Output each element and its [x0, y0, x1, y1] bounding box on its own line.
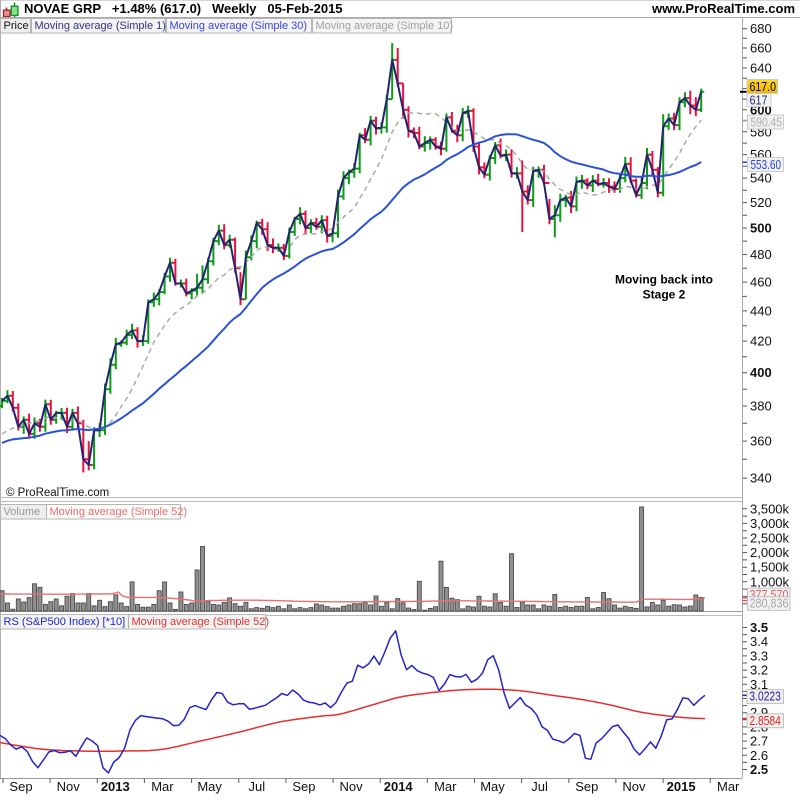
svg-text:Moving average (Simple 1): Moving average (Simple 1)	[35, 20, 166, 32]
svg-text:Moving average (Simple 52): Moving average (Simple 52)	[50, 506, 188, 518]
svg-text:2,500k: 2,500k	[750, 531, 790, 546]
svg-text:Jul: Jul	[531, 779, 548, 794]
svg-text:380: 380	[750, 399, 772, 414]
svg-text:Moving average (Simple 10): Moving average (Simple 10)	[316, 20, 454, 32]
svg-text:Nov: Nov	[57, 779, 81, 794]
svg-text:NOVAE GRP +1.48% (617.0) W: NOVAE GRP +1.48% (617.0) Weekly 05-Feb-2…	[24, 1, 343, 16]
svg-text:640: 640	[750, 61, 772, 76]
svg-text:280,836: 280,836	[750, 596, 789, 611]
svg-text:553.60: 553.60	[751, 157, 782, 172]
svg-text:3.5: 3.5	[750, 620, 768, 635]
svg-text:2.8584: 2.8584	[749, 713, 781, 728]
svg-text:1,500k: 1,500k	[750, 560, 790, 575]
svg-text:2.6: 2.6	[750, 748, 768, 763]
svg-text:500: 500	[750, 221, 772, 236]
svg-text:480: 480	[750, 247, 772, 262]
svg-text:660: 660	[750, 41, 772, 56]
svg-text:520: 520	[750, 195, 772, 210]
svg-text:590.45: 590.45	[751, 114, 783, 129]
svg-text:400: 400	[750, 365, 772, 380]
svg-text:3.2: 3.2	[750, 663, 768, 678]
svg-text:2015: 2015	[667, 779, 696, 794]
svg-text:3.1: 3.1	[750, 677, 768, 692]
svg-text:617: 617	[750, 92, 768, 107]
svg-text:Nov: Nov	[622, 779, 646, 794]
svg-text:2,000k: 2,000k	[750, 545, 790, 560]
svg-text:© ProRealTime.com: © ProRealTime.com	[6, 487, 109, 499]
svg-text:1,000k: 1,000k	[750, 574, 790, 589]
svg-text:440: 440	[750, 303, 772, 318]
svg-text:Jul: Jul	[248, 779, 265, 794]
svg-text:Moving average (Simple 52): Moving average (Simple 52)	[132, 616, 270, 628]
svg-text:Mar: Mar	[434, 779, 457, 794]
svg-text:May: May	[197, 779, 222, 794]
svg-text:3.4: 3.4	[750, 634, 768, 649]
svg-text:Mar: Mar	[717, 779, 740, 794]
svg-text:Nov: Nov	[340, 779, 364, 794]
svg-text:Moving back into: Moving back into	[615, 273, 713, 287]
svg-text:Sep: Sep	[292, 779, 315, 794]
svg-text:Sep: Sep	[9, 779, 32, 794]
svg-text:RS (S&P500 Index) [*10]: RS (S&P500 Index) [*10]	[4, 616, 126, 628]
svg-text:3.0223: 3.0223	[749, 689, 781, 704]
svg-text:Mar: Mar	[151, 779, 174, 794]
svg-text:340: 340	[750, 471, 772, 486]
svg-text:680: 680	[750, 21, 772, 36]
svg-text:617.0: 617.0	[750, 79, 777, 94]
svg-text:www.ProRealTime.com: www.ProRealTime.com	[651, 1, 795, 16]
svg-text:Volume: Volume	[4, 506, 41, 518]
svg-text:460: 460	[750, 275, 772, 290]
svg-text:Sep: Sep	[575, 779, 598, 794]
svg-text:420: 420	[750, 334, 772, 349]
svg-text:Stage 2: Stage 2	[643, 288, 686, 302]
svg-text:2013: 2013	[101, 779, 130, 794]
svg-text:Moving average (Simple 30): Moving average (Simple 30)	[170, 20, 308, 32]
svg-text:May: May	[480, 779, 505, 794]
svg-text:3,000k: 3,000k	[750, 516, 790, 531]
svg-text:540: 540	[750, 171, 772, 186]
svg-text:2.5: 2.5	[750, 762, 768, 777]
svg-text:2.7: 2.7	[750, 734, 768, 749]
svg-text:360: 360	[750, 434, 772, 449]
svg-text:Price: Price	[4, 20, 29, 32]
svg-text:2014: 2014	[384, 779, 414, 794]
svg-text:3.3: 3.3	[750, 648, 768, 663]
svg-text:3,500k: 3,500k	[750, 501, 790, 516]
